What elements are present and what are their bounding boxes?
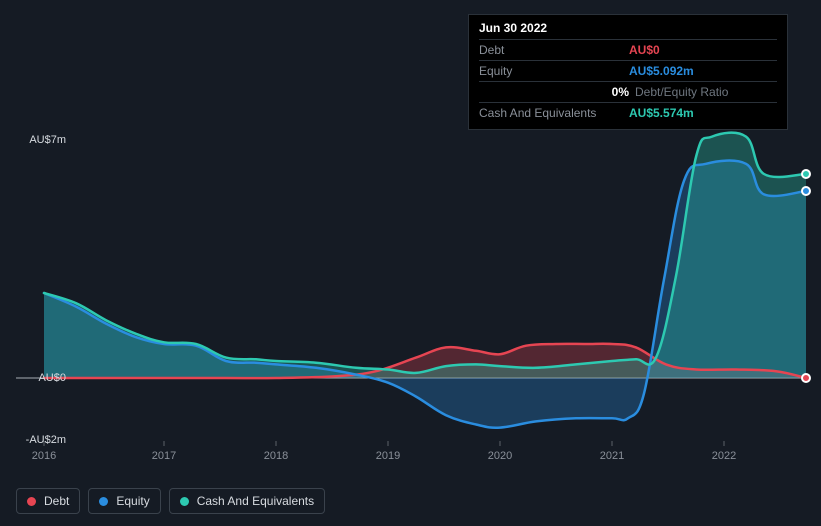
tooltip-label: Cash And Equivalents xyxy=(479,106,629,120)
x-axis-label: 2018 xyxy=(264,450,288,462)
tooltip-row-ratio: 0% Debt/Equity Ratio xyxy=(479,81,777,102)
tooltip-label: Debt xyxy=(479,43,629,57)
hover-tooltip: Jun 30 2022 Debt AU$0 Equity AU$5.092m 0… xyxy=(468,14,788,130)
x-axis-label: 2020 xyxy=(488,450,512,462)
x-axis-label: 2022 xyxy=(712,450,736,462)
x-axis-label: 2017 xyxy=(152,450,176,462)
x-axis-label: 2019 xyxy=(376,450,400,462)
legend-item-equity[interactable]: Equity xyxy=(88,488,160,514)
y-axis-label: AU$0 xyxy=(38,372,66,384)
legend-dot-icon xyxy=(180,497,189,506)
legend-label: Cash And Equivalents xyxy=(197,494,314,508)
tooltip-ratio-label: Debt/Equity Ratio xyxy=(635,85,728,99)
y-axis-label: -AU$2m xyxy=(26,434,66,446)
legend-label: Debt xyxy=(44,494,69,508)
x-axis-label: 2021 xyxy=(600,450,624,462)
tooltip-value-debt: AU$0 xyxy=(629,43,660,57)
series-end-marker-icon xyxy=(801,373,811,383)
legend-item-cash[interactable]: Cash And Equivalents xyxy=(169,488,325,514)
tooltip-value-equity: AU$5.092m xyxy=(629,64,694,78)
tooltip-date: Jun 30 2022 xyxy=(479,21,777,39)
tooltip-row-equity: Equity AU$5.092m xyxy=(479,60,777,81)
legend-dot-icon xyxy=(27,497,36,506)
series-end-marker-icon xyxy=(801,186,811,196)
legend: Debt Equity Cash And Equivalents xyxy=(16,488,325,514)
tooltip-value-cash: AU$5.574m xyxy=(629,106,694,120)
x-axis-label: 2016 xyxy=(32,450,56,462)
tooltip-ratio-pct: 0% xyxy=(479,85,629,99)
legend-label: Equity xyxy=(116,494,149,508)
legend-dot-icon xyxy=(99,497,108,506)
tooltip-row-cash: Cash And Equivalents AU$5.574m xyxy=(479,102,777,123)
y-axis-label: AU$7m xyxy=(29,134,66,146)
series-end-marker-icon xyxy=(801,169,811,179)
tooltip-label: Equity xyxy=(479,64,629,78)
legend-item-debt[interactable]: Debt xyxy=(16,488,80,514)
tooltip-row-debt: Debt AU$0 xyxy=(479,39,777,60)
